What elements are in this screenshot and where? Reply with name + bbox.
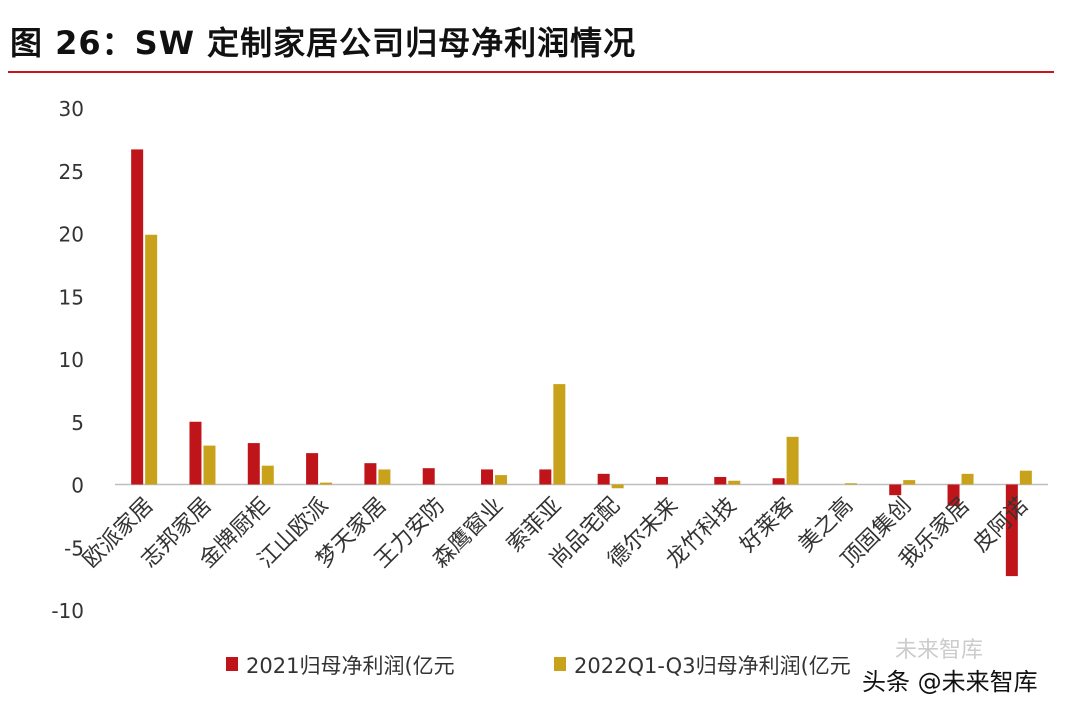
y-tick-label: 30 [59,97,84,121]
bar-2022q1q3-8 [553,384,566,485]
bar-2021-4 [306,453,319,485]
bar-2021-14 [889,484,902,496]
bar-2022q1q3-7 [495,475,508,485]
legend-label: 2021归母净利润(亿元 [246,654,455,678]
bar-2021-8 [539,469,552,485]
bar-2021-6 [422,468,435,485]
bar-2021-12 [772,478,785,485]
title-divider [8,71,1054,73]
legend-label: 2022Q1-Q3归母净利润(亿元 [574,654,851,678]
bar-2021-3 [247,443,260,485]
bar-2021-7 [481,469,494,485]
y-tick-label: 5 [71,411,84,435]
y-tick-label: 10 [59,348,84,372]
x-tick-label: 皮阿诺 [969,493,1033,557]
source-credit: 头条 @未来智库 [858,662,1042,697]
bars [131,149,1032,577]
x-tick-label: 好莱客 [735,493,799,557]
bar-2022q1q3-14 [903,480,916,485]
bar-2022q1q3-4 [320,482,333,485]
watermark: 未来智库 [895,638,984,663]
bar-2021-9 [597,473,610,485]
x-axis: 欧派家居志邦家居金牌厨柜江山欧派梦天家居王力安防森鹰窗业索菲亚尚品宅配德尔未来龙… [78,493,1033,573]
y-tick-label: 15 [59,285,84,309]
legend-swatch [554,657,566,671]
bar-2021-5 [364,463,377,485]
chart-title: 图 26：SW 定制家居公司归母净利润情况 [10,24,637,62]
bar-2022q1q3-2 [203,445,216,485]
y-axis: -10 -5 0 5 10 15 20 25 30 [51,97,1048,623]
bar-2021-2 [189,421,202,485]
y-tick-label: 0 [71,474,84,498]
bar-2021-15 [947,484,960,506]
bar-2021-10 [655,476,668,485]
y-tick-label: -5 [64,536,84,560]
bar-2022q1q3-15 [961,473,974,485]
bar-2022q1q3-11 [728,480,741,485]
bar-2021-16 [1005,484,1018,577]
bar-2022q1q3-9 [611,484,624,489]
bar-2022q1q3-16 [1019,470,1032,485]
bar-2022q1q3-3 [261,465,274,485]
legend-swatch [226,657,238,671]
bar-2021-1 [131,149,144,485]
y-tick-label: 25 [59,160,84,184]
legend: 2021归母净利润(亿元 2022Q1-Q3归母净利润(亿元 [226,654,851,678]
bar-2022q1q3-12 [786,436,799,485]
bar-2021-11 [714,476,727,485]
bar-2022q1q3-13 [844,483,857,485]
bar-2022q1q3-1 [145,234,158,485]
bar-2022q1q3-5 [378,469,391,485]
y-tick-label: -10 [51,599,84,623]
y-tick-label: 20 [59,223,84,247]
